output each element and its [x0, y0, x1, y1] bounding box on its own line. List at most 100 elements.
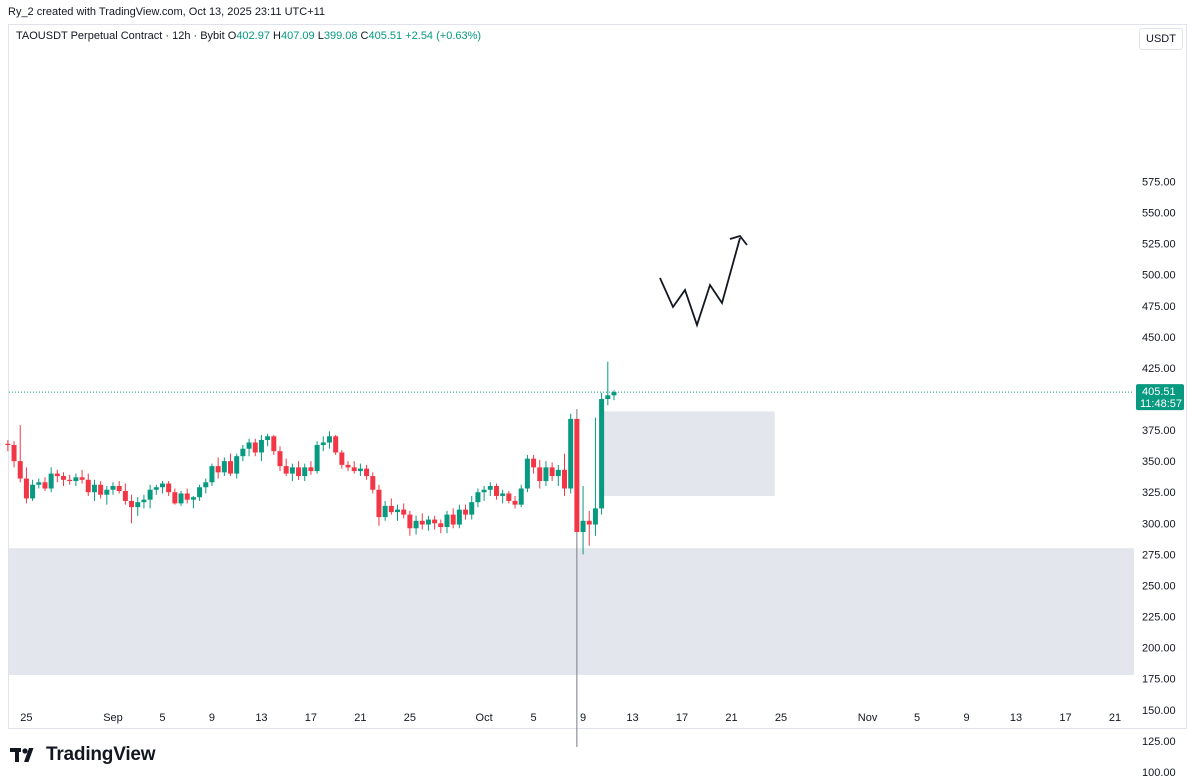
- candle-body: [376, 489, 382, 518]
- x-axis-tick-label: 13: [255, 712, 267, 724]
- candle-body: [487, 486, 493, 490]
- candle-body: [184, 493, 190, 500]
- candle-body: [79, 477, 85, 480]
- candle-body: [277, 451, 283, 467]
- candle-body: [562, 469, 568, 489]
- x-axis-tick-label: 5: [914, 712, 920, 724]
- candle-body: [190, 497, 196, 500]
- candle-body: [555, 469, 561, 477]
- candle-body: [228, 461, 234, 474]
- candle-body: [283, 466, 289, 474]
- x-axis-tick-label: 21: [354, 712, 366, 724]
- candle-body: [36, 482, 42, 485]
- candle-body: [568, 418, 574, 489]
- candle-body: [333, 436, 339, 453]
- candle-body: [104, 489, 110, 495]
- currency-selector[interactable]: USDT: [1139, 28, 1183, 50]
- y-axis-tick-label: 200.00: [1142, 643, 1176, 655]
- candle-body: [159, 483, 165, 488]
- y-axis-tick-label: 425.00: [1142, 363, 1176, 375]
- symbol-legend: TAOUSDT Perpetual Contract · 12h · Bybit…: [16, 30, 481, 42]
- x-axis-tick-label: 5: [531, 712, 537, 724]
- x-axis-tick-label: 25: [775, 712, 787, 724]
- open-value: 402.97: [236, 30, 270, 42]
- candle-body: [308, 467, 314, 472]
- candle-body: [357, 468, 363, 472]
- x-axis-tick-label: 25: [404, 712, 416, 724]
- open-label: O: [227, 30, 237, 42]
- y-axis-tick-label: 125.00: [1142, 736, 1176, 748]
- candle-body: [586, 520, 592, 525]
- candle-body: [370, 476, 376, 490]
- brand-name: TradingView: [46, 744, 156, 765]
- candle-body: [599, 399, 605, 509]
- x-axis-tick-label: 9: [580, 712, 586, 724]
- x-axis-tick-label: 9: [963, 712, 969, 724]
- candle-body: [98, 484, 104, 495]
- candle-body: [456, 509, 462, 525]
- candle-body: [30, 484, 36, 499]
- candle-body: [524, 458, 530, 489]
- candle-body: [506, 493, 512, 501]
- candle-body: [215, 466, 221, 473]
- y-axis-tick-label: 525.00: [1142, 239, 1176, 251]
- candle-body: [450, 514, 456, 525]
- support-zone: [9, 548, 1134, 675]
- target-zone: [599, 411, 775, 496]
- y-axis-tick-label: 500.00: [1142, 270, 1176, 282]
- projection-arrowhead: [729, 234, 748, 246]
- candle-body: [320, 442, 326, 445]
- last-price-badge: 405.51 11:48:57: [1136, 384, 1184, 411]
- candle-body: [425, 519, 431, 525]
- candle-body: [141, 499, 147, 503]
- candle-body: [246, 442, 252, 449]
- x-axis-tick-label: Nov: [858, 712, 878, 724]
- candle-body: [314, 444, 320, 472]
- candle-body: [605, 395, 611, 399]
- candle-body: [209, 466, 215, 483]
- projected-path: [659, 237, 741, 328]
- y-axis-tick-label: 325.00: [1142, 487, 1176, 499]
- y-axis-tick-label: 475.00: [1142, 301, 1176, 313]
- x-axis-tick-label: 13: [1010, 712, 1022, 724]
- candle-body: [351, 467, 357, 472]
- candle-body: [401, 509, 407, 515]
- candle-body: [382, 505, 388, 518]
- candle-body: [122, 490, 128, 501]
- candle-body: [258, 440, 264, 453]
- candle-body: [500, 493, 506, 496]
- candle-body: [61, 476, 67, 480]
- candle-body: [265, 436, 271, 441]
- candle-body: [296, 467, 302, 477]
- candle-body: [48, 473, 54, 489]
- candle-body: [463, 509, 469, 515]
- candle-body: [5, 443, 11, 445]
- candle-body: [289, 467, 295, 474]
- x-axis-tick-label: 25: [20, 712, 32, 724]
- tradingview-brand: TradingView: [10, 744, 156, 766]
- y-axis-tick-label: 350.00: [1142, 456, 1176, 468]
- y-axis-tick-label: 225.00: [1142, 612, 1176, 624]
- x-axis-tick-label: Sep: [103, 712, 123, 724]
- candle-body: [611, 392, 617, 396]
- chart-pane[interactable]: [8, 24, 1187, 729]
- y-axis-tick-label: 250.00: [1142, 580, 1176, 592]
- candle-body: [543, 467, 549, 482]
- candle-body: [413, 520, 419, 529]
- candle-body: [444, 514, 450, 528]
- candle-body: [574, 418, 580, 533]
- candle-body: [252, 442, 258, 453]
- candle-body: [73, 477, 79, 482]
- candle-body: [537, 467, 543, 482]
- candle-body: [580, 520, 586, 533]
- high-value: 407.09: [280, 30, 315, 42]
- y-axis-tick-label: 550.00: [1142, 208, 1176, 220]
- candle-body: [271, 436, 277, 452]
- x-axis-tick-label: 5: [159, 712, 165, 724]
- candle-body: [91, 484, 97, 493]
- x-axis-tick-label: 17: [1059, 712, 1071, 724]
- candle-body: [172, 492, 178, 504]
- y-axis-tick-label: 175.00: [1142, 674, 1176, 686]
- close-label: C: [360, 30, 369, 42]
